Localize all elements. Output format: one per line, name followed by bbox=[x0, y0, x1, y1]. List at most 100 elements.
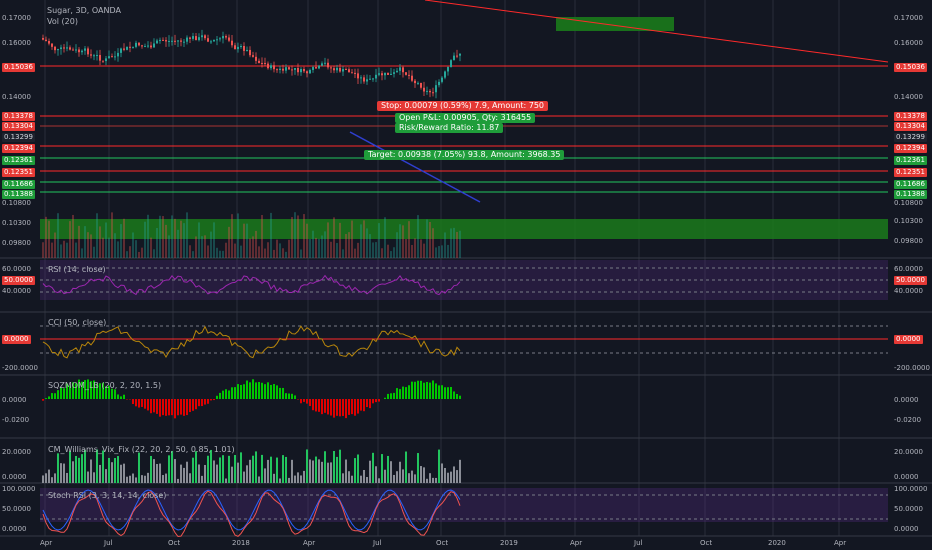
candle-body bbox=[174, 40, 176, 42]
volume-bar bbox=[351, 220, 353, 258]
rsi-level: 40.0000 bbox=[894, 287, 923, 295]
candle-body bbox=[60, 47, 62, 50]
volume-bar bbox=[387, 244, 389, 258]
volume-bar bbox=[165, 224, 167, 258]
cci-title: CCI (50, close) bbox=[48, 318, 107, 327]
stop-label[interactable]: Stop: 0.00079 (0.59%) 7.9, Amount: 750 bbox=[377, 101, 549, 111]
vix-bar bbox=[243, 471, 245, 483]
vix-bar bbox=[321, 461, 323, 483]
vix-bar bbox=[420, 466, 422, 483]
sqz-bar bbox=[252, 379, 254, 399]
sqz-bar bbox=[309, 399, 311, 407]
volume-bar bbox=[243, 223, 245, 258]
sqz-bar bbox=[42, 399, 44, 401]
rsi-level-tag-left: 50.0000 bbox=[2, 276, 35, 285]
sqz-bar bbox=[99, 383, 101, 399]
candle-body bbox=[111, 56, 113, 58]
sqz-title: SQZMOM_LB (20, 2, 20, 1.5) bbox=[48, 381, 162, 390]
sqz-bar bbox=[240, 384, 242, 399]
price-label-left: 0.10300 bbox=[2, 219, 31, 227]
candle-body bbox=[282, 68, 284, 71]
vix-bar bbox=[81, 454, 83, 483]
rsi-line bbox=[42, 274, 461, 296]
vix-bar bbox=[282, 455, 284, 483]
vix-bar bbox=[156, 464, 158, 483]
candle-body bbox=[288, 67, 290, 70]
vix-bar bbox=[135, 477, 137, 483]
time-label: Jul bbox=[373, 539, 382, 547]
candle-body bbox=[297, 67, 299, 73]
vix-bar bbox=[315, 456, 317, 483]
vix-bar bbox=[336, 456, 338, 483]
sqz-bar bbox=[177, 399, 179, 416]
candle-body bbox=[294, 67, 296, 70]
candle-body bbox=[318, 65, 320, 69]
sqz-bar bbox=[138, 399, 140, 408]
candle-body bbox=[387, 72, 389, 75]
sqz-bar bbox=[417, 380, 419, 399]
sqz-bar bbox=[231, 387, 233, 399]
trend-line-blue bbox=[349, 131, 481, 203]
sqz-bar bbox=[327, 399, 329, 415]
sqz-bar bbox=[207, 399, 209, 404]
sqz-bar bbox=[243, 384, 245, 399]
volume-bar bbox=[414, 238, 416, 258]
vix-bar bbox=[159, 463, 161, 483]
sqz-level-left: -0.0200 bbox=[2, 416, 30, 424]
vix-bar bbox=[84, 449, 86, 483]
target-label[interactable]: Target: 0.00938 (7.05%) 93.8, Amount: 39… bbox=[364, 150, 565, 160]
sqz-bar bbox=[321, 399, 323, 415]
price-tag: 0.12351 bbox=[894, 168, 927, 177]
volume-bar bbox=[435, 247, 437, 258]
volume-bar bbox=[48, 220, 50, 258]
vix-bar bbox=[447, 472, 449, 483]
stoch-level-left: 0.0000 bbox=[2, 525, 27, 533]
volume-bar bbox=[57, 213, 59, 258]
vix-bar bbox=[324, 451, 326, 483]
sqz-bar bbox=[435, 383, 437, 399]
sqz-bar bbox=[438, 385, 440, 399]
sqz-bar bbox=[123, 394, 125, 399]
candle-body bbox=[81, 50, 83, 53]
sqz-bar bbox=[429, 382, 431, 399]
vix-bar bbox=[414, 474, 416, 483]
candle-body bbox=[444, 71, 446, 78]
volume-bar bbox=[402, 225, 404, 258]
vix-bar bbox=[192, 457, 194, 483]
volume-bar bbox=[162, 216, 164, 258]
time-label: Apr bbox=[303, 539, 316, 547]
sqz-bar bbox=[339, 399, 341, 417]
vix-bar bbox=[66, 472, 68, 483]
candle-body bbox=[411, 75, 413, 81]
vix-bar bbox=[207, 455, 209, 483]
candle-body bbox=[453, 55, 455, 61]
candle-body bbox=[399, 67, 401, 71]
candle-body bbox=[447, 67, 449, 72]
time-label: 2018 bbox=[232, 539, 250, 547]
vix-bar bbox=[291, 459, 293, 483]
sqz-bar bbox=[408, 385, 410, 399]
vix-bar bbox=[57, 453, 59, 483]
candle-body bbox=[45, 39, 47, 42]
vix-bar bbox=[411, 470, 413, 483]
vix-bar bbox=[99, 464, 101, 483]
vix-bar bbox=[366, 477, 368, 483]
volume-bar bbox=[429, 221, 431, 258]
sqz-bar bbox=[456, 393, 458, 399]
candle-body bbox=[114, 56, 116, 58]
time-label: 2019 bbox=[500, 539, 518, 547]
price-label-left: 0.17000 bbox=[2, 14, 31, 22]
volume-bar bbox=[105, 222, 107, 258]
sqz-bar bbox=[105, 386, 107, 399]
vix-bar bbox=[273, 473, 275, 483]
vix-bar bbox=[327, 462, 329, 483]
volume-bar bbox=[180, 220, 182, 258]
sqz-bar bbox=[57, 390, 59, 399]
sqz-bar bbox=[330, 399, 332, 416]
vix-level-left: 0.0000 bbox=[2, 473, 27, 481]
volume-bar bbox=[87, 232, 89, 258]
price-label: 0.14000 bbox=[894, 93, 923, 101]
volume-bar bbox=[375, 242, 377, 258]
price-tag-left: 0.11388 bbox=[2, 190, 35, 199]
